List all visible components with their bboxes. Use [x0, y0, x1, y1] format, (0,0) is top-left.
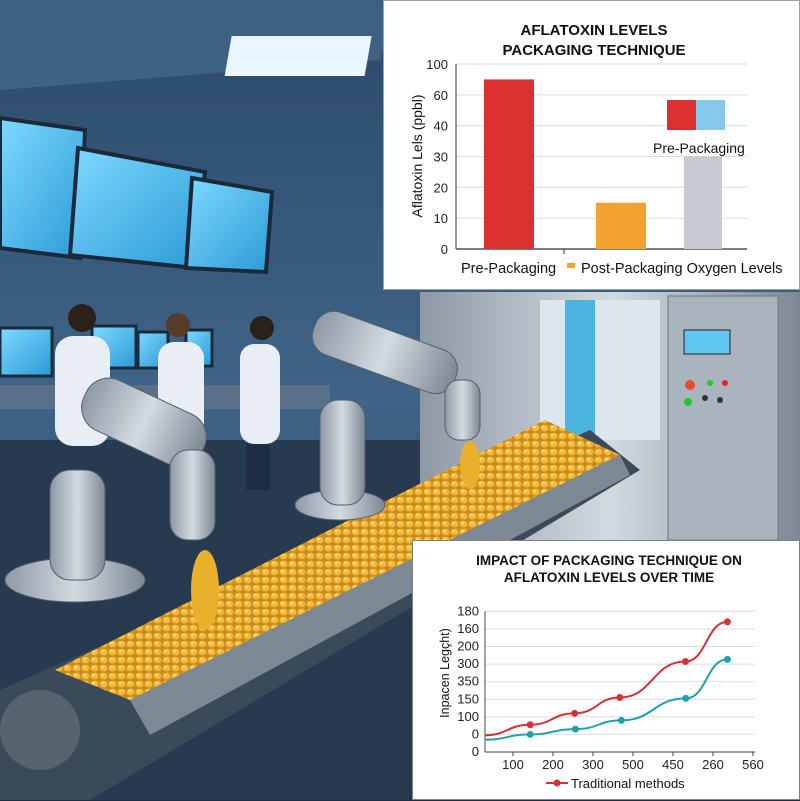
data-point — [723, 618, 731, 626]
series-line — [484, 620, 728, 737]
x-tick-label: 100 — [502, 757, 524, 772]
y-tick-label: 0 — [472, 744, 479, 759]
y-axis-label: Aflatoxin Lels (ppbl) — [409, 95, 425, 218]
legend-label: Pre-Packaging — [653, 140, 745, 156]
data-point — [723, 655, 731, 663]
corn-cob — [191, 550, 219, 630]
x-tick-label: 260 — [702, 757, 724, 772]
corn-kernels — [55, 420, 620, 700]
control-buttons — [684, 380, 728, 406]
legend-label: Traditional methods — [571, 776, 685, 791]
x-tick-label: 450 — [662, 757, 684, 772]
legend-swatch — [696, 100, 725, 130]
y-tick-label: 180 — [457, 603, 479, 618]
legend-swatch — [667, 100, 696, 130]
ceiling-light — [224, 36, 372, 76]
y-tick-label: 40 — [434, 119, 448, 134]
data-point — [526, 721, 534, 729]
data-point — [681, 657, 689, 665]
x-label: Post-Packaging Oxygen Levels — [581, 261, 783, 277]
y-tick-label: 0 — [441, 242, 448, 257]
y-tick-label: 10 — [434, 211, 448, 226]
x-legend-swatch — [567, 263, 575, 268]
y-tick-label: 100 — [457, 709, 479, 724]
y-axis-label: Inpacen Legçht) — [438, 628, 452, 718]
x-tick-label: 300 — [582, 757, 604, 772]
line-chart: IMPACT OF PACKAGING TECHNIQUE ON AFLATOXI… — [438, 553, 764, 791]
chart-title: IMPACT OF PACKAGING TECHNIQUE ON — [476, 553, 742, 568]
y-tick-label: 20 — [434, 180, 448, 195]
y-tick-label: 100 — [426, 57, 448, 72]
chart-title: AFLATOXIN LEVELS OVER TIME — [504, 570, 714, 585]
y-tick-label: 60 — [434, 88, 448, 103]
x-label: Pre-Packaging — [461, 261, 556, 277]
x-tick-label: 500 — [622, 757, 644, 772]
data-point — [616, 694, 624, 702]
chart-title: PACKAGING TECHNIQUE — [502, 42, 685, 59]
corn-cob — [460, 441, 480, 489]
data-point — [617, 716, 625, 724]
y-tick-label: 350 — [457, 674, 479, 689]
bar — [684, 156, 722, 249]
robot-arm — [4, 377, 216, 603]
robot-arm — [294, 310, 481, 521]
x-tick-label: 560 — [742, 757, 764, 772]
y-tick-label: 150 — [457, 691, 479, 706]
conveyor-roller — [0, 690, 80, 770]
aflatoxin-line-chart-panel: IMPACT OF PACKAGING TECHNIQUE ON AFLATOXI… — [412, 540, 800, 800]
y-tick-label: 160 — [457, 621, 479, 636]
data-point — [571, 709, 579, 717]
bar — [484, 79, 534, 250]
y-tick-label: 300 — [457, 656, 479, 671]
data-point — [682, 694, 690, 702]
chart-title: AFLATOXIN LEVELS — [521, 22, 668, 39]
legend-marker — [553, 779, 561, 787]
y-tick-label: 200 — [457, 639, 479, 654]
data-point — [571, 725, 579, 733]
x-tick-label: 200 — [542, 757, 564, 772]
y-tick-label: 30 — [434, 150, 448, 165]
technician — [240, 316, 280, 490]
y-tick-label: 0 — [472, 726, 479, 741]
data-point — [526, 730, 534, 738]
machine-display — [683, 329, 731, 355]
wall-monitor — [183, 175, 275, 275]
desk-monitor — [0, 326, 54, 378]
bar — [596, 202, 646, 249]
aflatoxin-bar-chart-panel: AFLATOXIN LEVELS PACKAGING TECHNIQUE 100 60… — [383, 0, 800, 290]
